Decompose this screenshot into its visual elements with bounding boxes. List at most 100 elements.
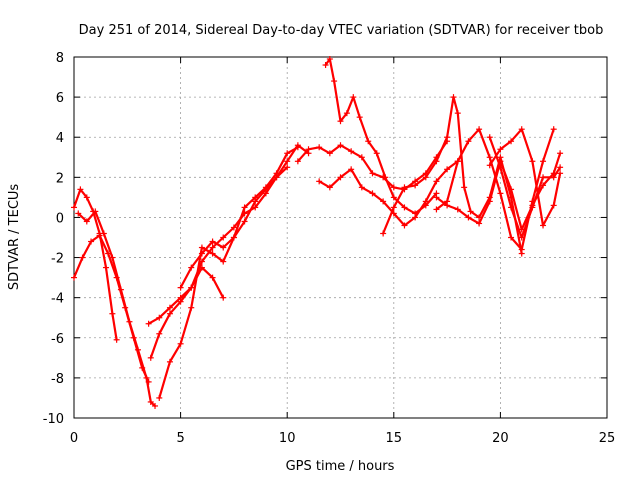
data-point: [358, 184, 365, 191]
data-point: [147, 398, 154, 405]
data-point: [166, 358, 173, 365]
data-point: [508, 138, 515, 145]
data-point: [450, 94, 457, 101]
x-tick-label: 25: [599, 431, 616, 446]
x-tick-label: 5: [176, 431, 184, 446]
data-point: [71, 274, 77, 281]
data-point: [134, 346, 141, 353]
data-point: [369, 190, 376, 197]
series-track-3: [75, 208, 159, 409]
data-point: [83, 218, 90, 225]
data-point: [209, 238, 216, 245]
data-point: [156, 330, 163, 337]
x-axis-label: GPS time / hours: [286, 459, 395, 474]
series-track-6: [156, 144, 301, 401]
data-point: [209, 250, 216, 257]
x-tick-label: 10: [279, 431, 296, 446]
x-tick-label: 20: [492, 431, 509, 446]
data-point: [444, 166, 451, 173]
series-line: [435, 128, 555, 251]
data-point: [444, 134, 451, 141]
data-point: [422, 198, 429, 205]
data-point: [96, 232, 103, 239]
data-point: [518, 126, 525, 133]
data-point: [518, 246, 525, 253]
data-point: [337, 142, 344, 149]
data-point: [476, 126, 483, 133]
data-point: [220, 294, 227, 301]
data-point: [109, 310, 116, 317]
data-point: [518, 234, 525, 241]
data-point: [83, 194, 90, 201]
data-point: [433, 158, 440, 165]
data-point: [326, 184, 333, 191]
data-point: [497, 190, 504, 197]
data-point: [454, 158, 461, 165]
y-tick-label: -8: [51, 372, 64, 387]
data-point: [433, 194, 440, 201]
data-point: [241, 204, 248, 211]
data-point: [454, 206, 461, 213]
data-point: [209, 274, 216, 281]
data-point: [529, 204, 536, 211]
series-track-9: [322, 56, 440, 217]
chart-title: Day 251 of 2014, Sidereal Day-to-day VTE…: [79, 23, 604, 38]
data-point: [486, 134, 493, 141]
data-point: [550, 174, 557, 181]
y-tick-label: 2: [56, 171, 64, 186]
data-point: [77, 186, 84, 193]
data-point: [369, 170, 376, 177]
data-point: [433, 206, 440, 213]
data-point: [147, 354, 154, 361]
data-point: [557, 150, 564, 157]
series-group: [71, 56, 564, 409]
data-point: [529, 158, 536, 165]
data-point: [220, 244, 227, 251]
data-point: [401, 204, 408, 211]
data-point: [444, 202, 451, 209]
data-point: [152, 402, 159, 409]
series-line: [382, 95, 523, 255]
data-point: [486, 162, 493, 169]
data-point: [156, 394, 163, 401]
data-point: [331, 78, 338, 85]
data-point: [337, 118, 344, 125]
y-tick-label: -2: [51, 252, 64, 267]
series-line: [324, 57, 438, 215]
data-point: [166, 310, 173, 317]
data-point: [143, 374, 150, 381]
data-point: [113, 336, 120, 343]
data-point: [497, 146, 504, 153]
y-tick-label: 0: [56, 211, 64, 226]
y-axis-label: SDTVAR / TECUs: [7, 184, 22, 291]
data-point: [88, 238, 95, 245]
data-point: [350, 94, 357, 101]
y-tick-label: -6: [51, 332, 64, 347]
data-point: [550, 202, 557, 209]
series-line: [72, 188, 118, 341]
data-point: [390, 194, 397, 201]
data-point: [177, 298, 184, 305]
data-point: [380, 230, 387, 237]
data-point: [294, 158, 301, 165]
data-point: [356, 114, 363, 121]
series-track-12: [433, 126, 557, 253]
x-tick-label: 15: [386, 431, 403, 446]
data-point: [412, 214, 419, 221]
data-point: [422, 174, 429, 181]
series-track-15: [486, 126, 564, 229]
data-point: [467, 208, 474, 215]
data-point: [273, 174, 280, 181]
data-point: [166, 304, 173, 311]
data-point: [454, 110, 461, 117]
data-point: [177, 284, 184, 291]
data-point: [316, 178, 323, 185]
data-point: [126, 318, 133, 325]
data-point: [305, 146, 312, 153]
plot-frame: [73, 56, 608, 419]
data-point: [75, 210, 82, 217]
data-point: [117, 286, 124, 293]
data-point: [220, 234, 227, 241]
data-point: [508, 204, 515, 211]
series-line: [158, 146, 299, 399]
